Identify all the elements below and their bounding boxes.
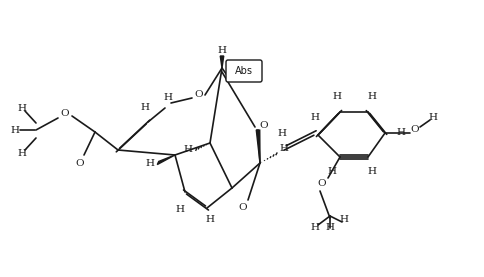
- Text: H: H: [277, 129, 286, 137]
- Text: H: H: [367, 91, 376, 101]
- Text: H: H: [396, 127, 405, 137]
- Text: H: H: [140, 102, 149, 112]
- Text: H: H: [310, 224, 319, 232]
- Text: H: H: [183, 145, 192, 155]
- Text: H: H: [310, 112, 319, 122]
- Text: O: O: [76, 158, 84, 168]
- Text: H: H: [11, 125, 19, 135]
- Text: H: H: [327, 168, 336, 176]
- Text: H: H: [279, 143, 288, 153]
- Text: H: H: [17, 104, 27, 112]
- Text: O: O: [238, 204, 247, 212]
- Text: O: O: [410, 124, 419, 134]
- Text: H: H: [205, 216, 214, 224]
- Text: Abs: Abs: [235, 66, 253, 76]
- Text: H: H: [332, 91, 341, 101]
- Text: H: H: [325, 224, 334, 232]
- Text: H: H: [163, 93, 172, 101]
- Text: O: O: [317, 179, 326, 189]
- Text: H: H: [367, 168, 376, 176]
- Polygon shape: [256, 130, 259, 163]
- Text: H: H: [217, 45, 226, 55]
- Text: H: H: [428, 112, 437, 122]
- Polygon shape: [220, 56, 223, 68]
- Text: H: H: [17, 148, 27, 158]
- Text: O: O: [60, 109, 69, 117]
- Text: H: H: [175, 206, 184, 214]
- Polygon shape: [157, 155, 175, 165]
- Text: H: H: [339, 216, 348, 224]
- Text: O: O: [259, 120, 268, 130]
- Text: O: O: [194, 89, 203, 99]
- FancyBboxPatch shape: [226, 60, 261, 82]
- Text: H: H: [145, 158, 154, 168]
